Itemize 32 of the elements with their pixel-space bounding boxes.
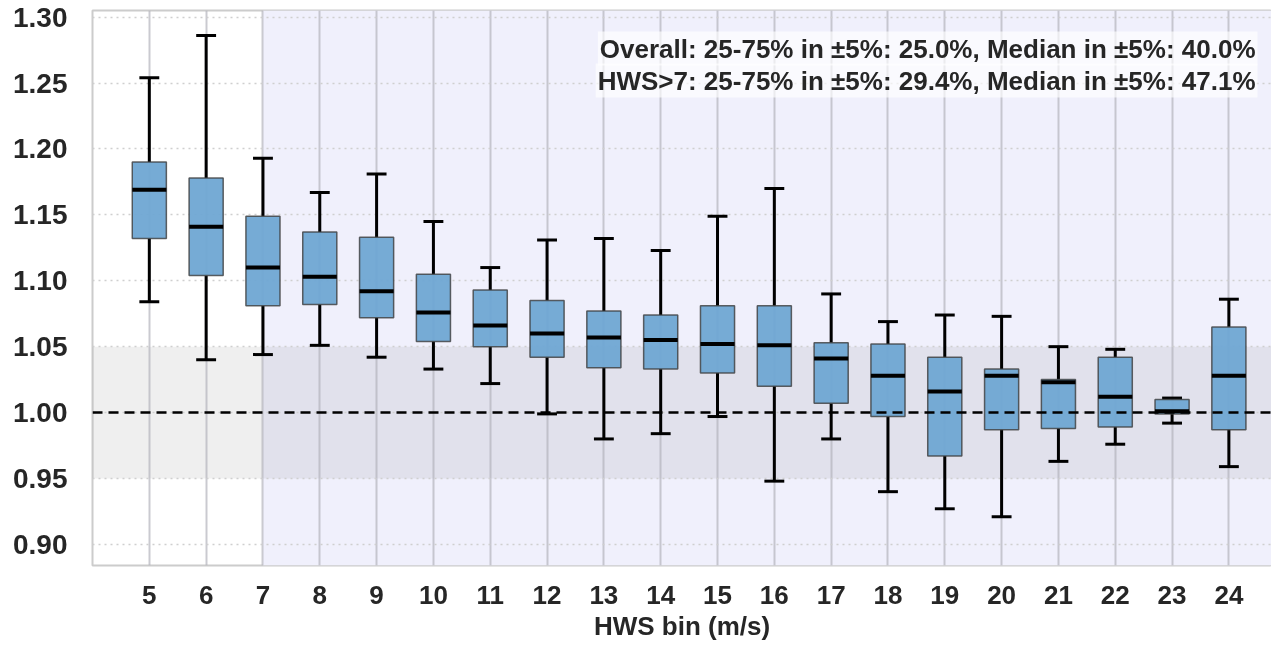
y-tick-label: 1.20 xyxy=(13,133,68,165)
x-tick-label: 15 xyxy=(703,579,732,610)
x-tick-label: 5 xyxy=(142,579,157,610)
x-tick-label: 8 xyxy=(312,579,328,610)
x-tick-label: 17 xyxy=(816,579,846,610)
x-tick-label: 11 xyxy=(476,579,504,610)
x-tick-label: 21 xyxy=(1043,579,1073,610)
y-tick-label: 1.10 xyxy=(13,265,68,297)
y-tick-label: 1.15 xyxy=(13,199,68,231)
x-tick-label: 14 xyxy=(646,579,676,610)
x-tick-label: 16 xyxy=(759,579,789,610)
annotation: Overall: 25-75% in ±5%: 25.0%, Median in ±5%: 40.0% xyxy=(599,33,1256,64)
x-tick-label: 18 xyxy=(873,579,903,610)
y-tick-label: 0.90 xyxy=(13,528,68,560)
x-tick-label: 9 xyxy=(369,579,384,610)
y-tick-label: 1.05 xyxy=(13,331,68,363)
x-tick-label: 7 xyxy=(255,579,271,610)
x-tick-label: 13 xyxy=(589,579,619,610)
y-tick-label: 1.00 xyxy=(13,397,68,429)
y-tick-label: 1.30 xyxy=(13,1,68,33)
x-tick-label: 20 xyxy=(987,579,1017,610)
y-tick-label: 0.95 xyxy=(13,462,68,494)
x-tick-label: 24 xyxy=(1214,579,1244,610)
y-tick-label: 1.25 xyxy=(13,67,68,99)
x-tick-label: 10 xyxy=(418,579,448,610)
annotation: HWS>7: 25-75% in ±5%: 29.4%, Median in ±5%: 47.1% xyxy=(597,65,1256,96)
x-tick-label: 6 xyxy=(198,579,214,610)
x-tick-label: 12 xyxy=(532,579,562,610)
x-axis-title: HWS bin (m/s) xyxy=(593,610,771,641)
x-tick-label: 23 xyxy=(1157,579,1187,610)
x-tick-label: 19 xyxy=(930,579,960,610)
x-tick-label: 22 xyxy=(1100,579,1130,610)
